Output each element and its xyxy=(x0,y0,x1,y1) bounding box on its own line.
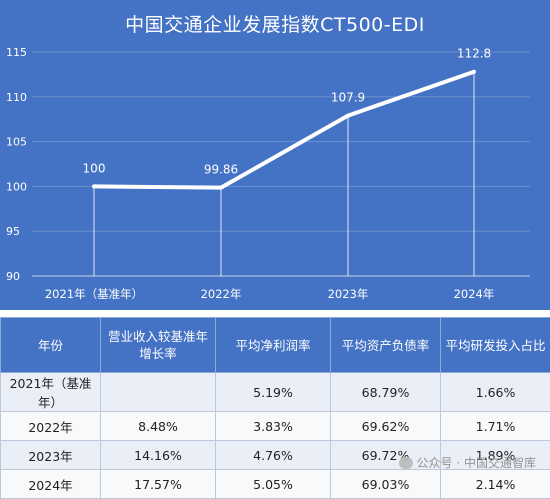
table-cell: 68.79% xyxy=(331,373,441,412)
y-tick-label: 95 xyxy=(6,225,20,238)
table-cell: 1.71% xyxy=(441,412,550,441)
data-point xyxy=(472,70,476,74)
line-chart: 90 95 100 105 110 115 100 99.86 107.9 112.8 2021年（… xyxy=(0,0,550,310)
table-cell: 69.62% xyxy=(331,412,441,441)
data-point xyxy=(346,114,350,118)
x-tick-label: 2023年 xyxy=(328,287,369,301)
data-label: 100 xyxy=(83,161,106,175)
y-tick-label: 110 xyxy=(6,91,27,104)
table-cell: 2021年（基准年） xyxy=(1,373,101,412)
table-row: 2021年（基准年） 5.19%68.79%1.66% xyxy=(1,373,550,412)
table-cell: 1.66% xyxy=(441,373,550,412)
data-point xyxy=(219,186,223,190)
table-cell: 5.19% xyxy=(216,373,331,412)
chart-panel: 90 95 100 105 110 115 100 99.86 107.9 112.8 2021年（… xyxy=(0,0,550,310)
y-tick-label: 90 xyxy=(6,270,20,283)
table-cell: 2022年 xyxy=(1,412,101,441)
table-cell: 3.83% xyxy=(216,412,331,441)
table-cell: 14.16% xyxy=(101,441,216,470)
table-cell: 2024年 xyxy=(1,470,101,499)
table-header-cell: 营业收入较基准年增长率 xyxy=(101,318,216,373)
table-header-cell: 平均研发投入占比 xyxy=(441,318,550,373)
chart-title: 中国交通企业发展指数CT500-EDI xyxy=(0,10,550,37)
wechat-icon xyxy=(399,457,413,469)
watermark: 公众号 · 中国交通智库 xyxy=(399,454,536,471)
series-line xyxy=(94,72,474,188)
data-label: 99.86 xyxy=(204,163,238,177)
x-tick-label: 2024年 xyxy=(454,287,495,301)
table-cell: 69.03% xyxy=(331,470,441,499)
table-cell: 5.05% xyxy=(216,470,331,499)
x-tick-label: 2022年 xyxy=(201,287,242,301)
data-label: 112.8 xyxy=(457,47,491,61)
table-cell xyxy=(101,373,216,412)
table-header-cell: 平均资产负债率 xyxy=(331,318,441,373)
y-tick-label: 105 xyxy=(6,136,27,149)
table-cell: 2.14% xyxy=(441,470,550,499)
data-table: 年份营业收入较基准年增长率平均净利润率平均资产负债率平均研发投入占比 2021年… xyxy=(0,317,550,499)
table-cell: 17.57% xyxy=(101,470,216,499)
y-tick-label: 100 xyxy=(6,180,27,193)
table-cell: 4.76% xyxy=(216,441,331,470)
y-tick-label: 115 xyxy=(6,46,27,59)
table-header-cell: 年份 xyxy=(1,318,101,373)
watermark-text: 公众号 · 中国交通智库 xyxy=(417,454,536,471)
table-header-cell: 平均净利润率 xyxy=(216,318,331,373)
table-cell: 8.48% xyxy=(101,412,216,441)
data-label: 107.9 xyxy=(331,91,365,105)
table-header-row: 年份营业收入较基准年增长率平均净利润率平均资产负债率平均研发投入占比 xyxy=(1,318,550,373)
data-point xyxy=(92,184,96,188)
table-cell: 2023年 xyxy=(1,441,101,470)
x-tick-label: 2021年（基准年） xyxy=(45,287,143,301)
